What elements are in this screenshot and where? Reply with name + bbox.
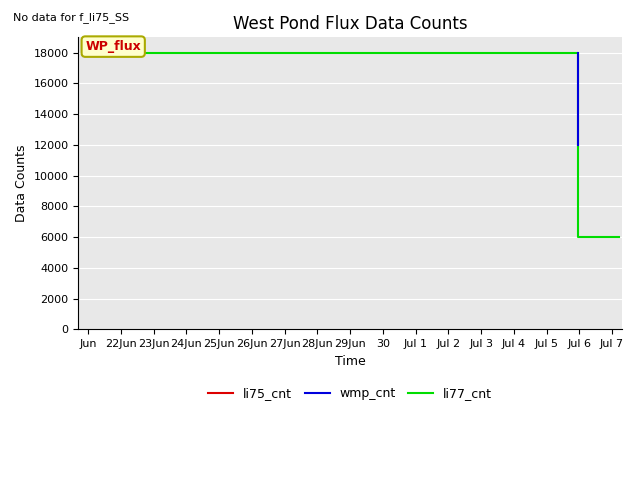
wmp_cnt bbox=[574, 142, 582, 148]
Legend: li75_cnt, wmp_cnt, li77_cnt: li75_cnt, wmp_cnt, li77_cnt bbox=[203, 382, 497, 405]
X-axis label: Time: Time bbox=[335, 355, 365, 368]
Text: WP_flux: WP_flux bbox=[85, 40, 141, 53]
li77_cnt bbox=[574, 234, 582, 240]
Title: West Pond Flux Data Counts: West Pond Flux Data Counts bbox=[233, 15, 467, 33]
Text: No data for f_li75_SS: No data for f_li75_SS bbox=[13, 12, 129, 23]
li77_cnt bbox=[615, 234, 623, 240]
Line: li77_cnt: li77_cnt bbox=[88, 53, 619, 237]
wmp_cnt bbox=[574, 50, 582, 56]
li77_cnt bbox=[84, 50, 92, 56]
Y-axis label: Data Counts: Data Counts bbox=[15, 144, 28, 222]
li77_cnt bbox=[574, 50, 582, 56]
